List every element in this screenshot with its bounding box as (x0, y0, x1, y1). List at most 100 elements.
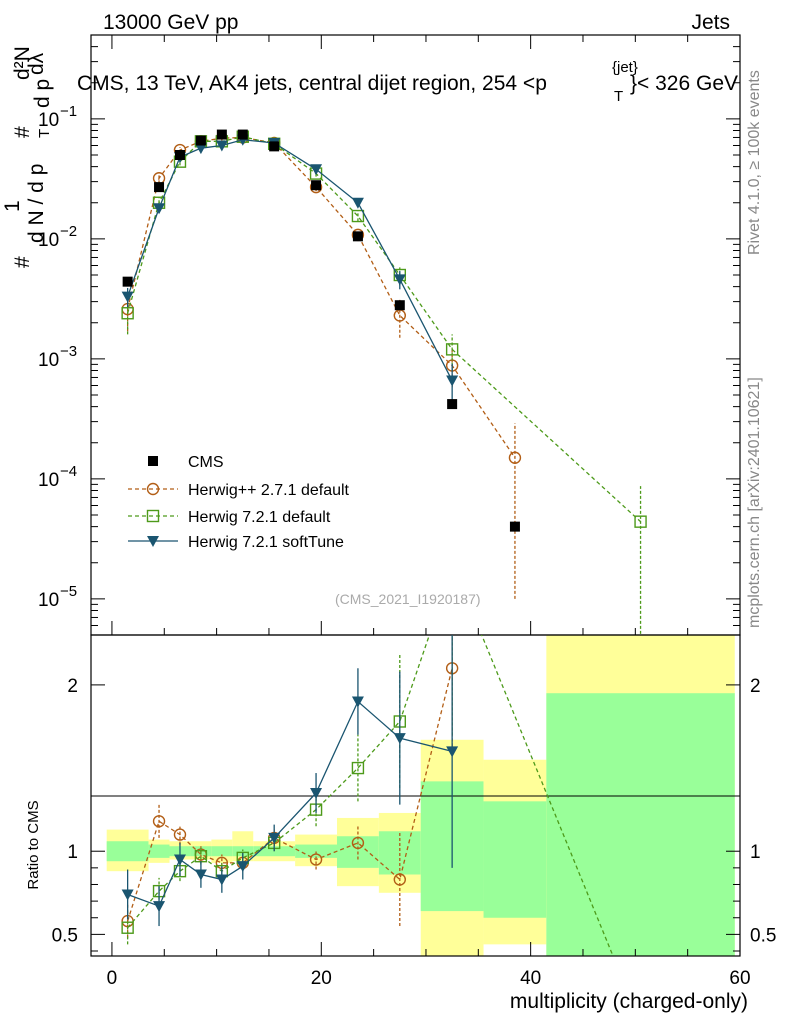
y-tick-label: 10 (38, 350, 59, 371)
ratio-y-tick-label-left: 2 (67, 676, 78, 697)
herwig721-point (445, 343, 459, 356)
legend-marker-herwig721 (146, 509, 160, 523)
axis-ticks (91, 34, 741, 956)
y-tick-exponent: −4 (60, 463, 77, 480)
y-tick-exponent: −3 (60, 343, 77, 360)
ratio-herwig721-point (447, 563, 458, 574)
title-subscript: T (614, 88, 623, 105)
y-tick-exponent: −1 (60, 103, 77, 120)
softtune-point (215, 140, 228, 152)
softtune-point (446, 375, 459, 387)
softtune-point (153, 203, 166, 215)
softtune-point (393, 274, 406, 286)
softtune-point (310, 164, 323, 176)
ratio-herwigpp-line (127, 668, 453, 922)
band-green-7 (295, 844, 337, 858)
x-tick-label: 60 (729, 968, 750, 989)
rivet-version: Rivet 4.1.0, ≥ 100k events (746, 70, 763, 255)
ratio-herwigpp-point (351, 836, 365, 850)
herwig721-point (351, 209, 365, 223)
ylabel-hash: # (11, 256, 34, 268)
band-green-11 (483, 801, 547, 918)
x-axis-label: multiplicity (charged-only) (510, 990, 748, 1013)
ylabel-d2n: d²N (11, 46, 34, 80)
herwigpp-point (508, 451, 522, 464)
ratio-herwigpp-point (173, 828, 187, 841)
ylabel-dlambda: dλ (25, 52, 48, 75)
herwig721-line (127, 136, 641, 523)
y-tick-exponent: −5 (60, 583, 77, 600)
ratio-softtune-point (236, 861, 249, 873)
ylabel-dn: d N / d p (25, 164, 48, 243)
ylabel-den: d p (31, 79, 54, 108)
ratio-ylabel: Ratio to CMS (25, 800, 42, 889)
ylabel-t-sub: T (36, 129, 53, 138)
top-ylabel: 1 # d N / d p T # d²N d p dλ (1, 46, 54, 268)
legend-label-herwig721: Herwig 7.2.1 default (188, 509, 331, 526)
legend-marker-cms (148, 456, 158, 466)
band-green-1 (148, 844, 170, 858)
ratio-herwig721-extension (481, 635, 614, 956)
plot-title: CMS, 13 TeV, AK4 jets, central dijet reg… (77, 59, 738, 105)
ratio-softtune-point (446, 746, 459, 758)
ratio-softtune-point (153, 901, 166, 913)
ylabel-one: 1 (1, 200, 24, 212)
legend-label-cms: CMS (188, 454, 224, 471)
x-tick-label: 0 (107, 968, 118, 989)
ratio-herwigpp-point (393, 873, 406, 886)
ratio-softtune-point (215, 874, 228, 886)
ratio-softtune-point (121, 889, 134, 901)
ratio-softtune-point (173, 854, 186, 866)
band-green-12 (546, 693, 735, 956)
ratio-y-tick-label-left: 0.5 (52, 925, 78, 946)
y-tick-label: 10 (38, 230, 59, 251)
legend-label-herwigpp: Herwig++ 2.7.1 default (188, 482, 350, 499)
legend-marker-herwigpp (146, 482, 160, 496)
cms-point (216, 129, 227, 140)
cms-point (154, 182, 165, 193)
ratio-softtune-point (194, 869, 207, 881)
top-series (121, 129, 647, 635)
herwig721-point (121, 307, 134, 320)
ratio-softtune-point (310, 788, 323, 800)
band-green-0 (106, 841, 149, 862)
title-tail: }< 326 GeV (630, 72, 738, 95)
title-main: CMS, 13 TeV, AK4 jets, central dijet reg… (77, 72, 547, 95)
ratio-y-tick-label-left: 1 (67, 842, 78, 863)
cms-point (237, 129, 248, 140)
cms-point (122, 276, 133, 287)
legend-label-softtune: Herwig 7.2.1 softTune (188, 534, 344, 551)
ylabel-num-hash: # (11, 126, 34, 138)
x-tick-label: 40 (520, 968, 541, 989)
ratio-softtune-point (268, 832, 281, 844)
ratio-softtune-point (351, 696, 364, 708)
header-category: Jets (691, 11, 730, 34)
band-green-5 (232, 846, 254, 857)
cms-point (174, 150, 185, 160)
cms-point (394, 300, 405, 311)
herwig721-point (634, 515, 647, 528)
cms-point (509, 521, 520, 532)
analysis-reference: (CMS_2021_I1920187) (335, 591, 481, 607)
ratio-softtune-point (393, 733, 406, 745)
legend-marker-softtune (147, 536, 159, 547)
softtune-point (121, 291, 134, 303)
header-energy: 13000 GeV pp (103, 11, 238, 34)
band-green-9 (378, 831, 421, 875)
ratio-herwig721-point (121, 921, 134, 934)
cms-point (195, 135, 206, 146)
cms-point (311, 180, 322, 191)
legend: CMS Herwig++ 2.7.1 default Herwig 7.2.1 de… (128, 454, 350, 551)
cms-point (269, 141, 280, 152)
ratio-herwigpp-point (152, 815, 166, 828)
ratio-herwigpp-point (309, 853, 323, 866)
ratio-herwig721-point (351, 761, 365, 775)
softtune-point (351, 197, 364, 209)
y-tick-exponent: −2 (60, 223, 77, 240)
softtune-point (194, 143, 207, 155)
ratio-y-tick-label-right: 1 (750, 842, 761, 863)
ratio-series (121, 563, 614, 956)
title-superscript: {jet} (612, 59, 638, 76)
y-tick-label: 10 (38, 590, 59, 611)
